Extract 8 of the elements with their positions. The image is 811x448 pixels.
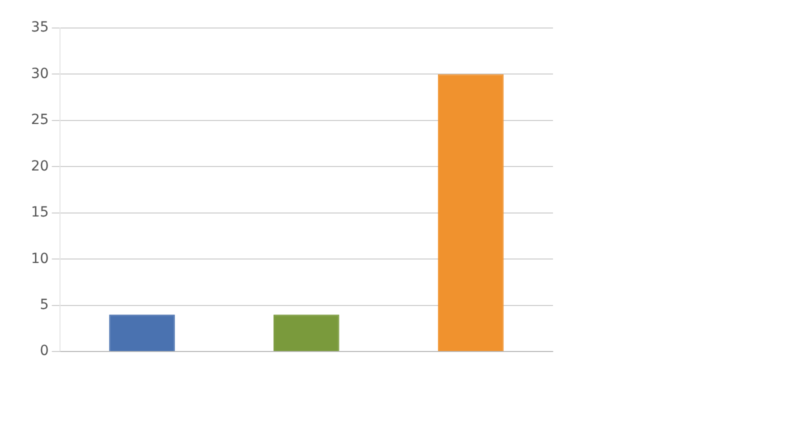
y-tick-label: 25: [30, 112, 49, 128]
y-tick-label: 15: [30, 204, 49, 221]
y-tick-label: 35: [30, 20, 49, 36]
y-tick-label: 5: [40, 297, 49, 314]
y-tick-label: 10: [30, 250, 49, 267]
y-tick-label: 0: [40, 343, 49, 360]
y-tick-label: 30: [30, 66, 49, 82]
y-tick-label: 20: [30, 158, 49, 174]
